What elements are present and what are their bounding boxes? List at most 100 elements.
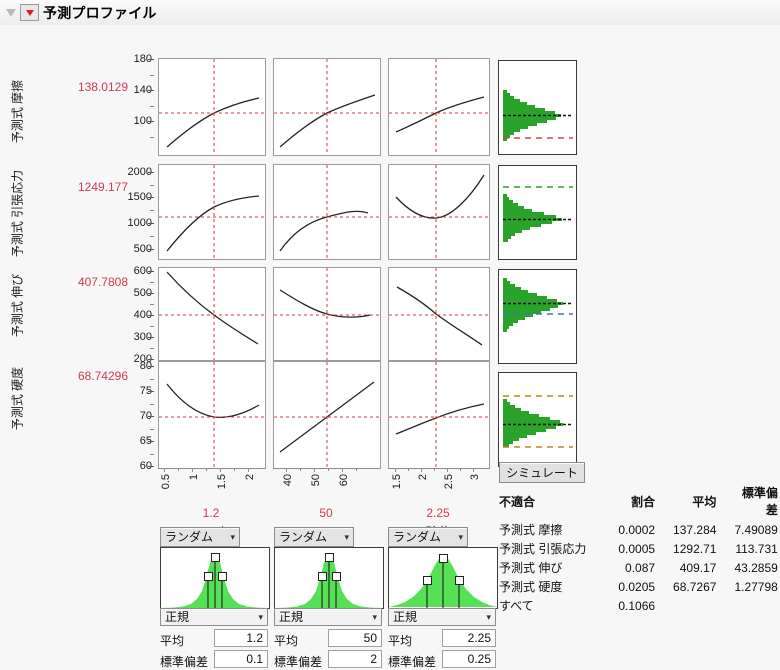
defect-sd-4: [716, 596, 777, 615]
y-tick-r2-4: 200: [133, 353, 152, 365]
x-tick-f2-3: 3: [469, 474, 481, 481]
factor-dist-select-0[interactable]: 正規 ▾: [160, 608, 268, 626]
profiler-cell-硬度-硫黄[interactable]: [388, 361, 490, 469]
y-tick-r1-2: 1000: [127, 217, 152, 229]
defect-mean-0: 137.284: [673, 522, 717, 537]
factor-mode-label-2: ランダム: [393, 529, 442, 544]
factor-distribution-plot-1[interactable]: [274, 547, 384, 609]
defect-name-3: 予測式 硬度: [499, 580, 563, 594]
y-tick-r2-1: 500: [133, 287, 152, 299]
profiler-panel: 予測式 摩擦 138.0129 予測式 引張応力 1249.177 予測式 伸び…: [0, 25, 780, 669]
y-tick-r3-2: 70: [139, 410, 152, 422]
factor-dist-select-2[interactable]: 正規 ▾: [388, 608, 496, 626]
factor-value-2[interactable]: 2.25: [426, 506, 450, 520]
simulation-histogram-硬度: [498, 372, 577, 467]
factor-sd-input-2[interactable]: 0.25: [442, 650, 496, 668]
factor-mode-select-1[interactable]: ランダム ▾: [274, 527, 354, 547]
factor-sd-input-1[interactable]: 2: [328, 650, 382, 668]
defect-sd-1: 113.731: [735, 541, 778, 556]
factor-distribution-plot-0[interactable]: [160, 547, 270, 609]
defect-rate-4: 0.1066: [618, 598, 656, 613]
table-row: 予測式 摩擦 0.0002 137.284 7.49089: [499, 520, 778, 539]
profiler-cell-摩擦-シラン[interactable]: [273, 58, 381, 156]
table-header-row: 不適合 割合 平均 標準偏差: [499, 483, 778, 520]
factor-sd-label-2: 標準偏差: [388, 655, 437, 669]
defects-table: 不適合 割合 平均 標準偏差 予測式 摩擦 0.0002 137.284 7.4…: [499, 483, 778, 615]
y-tick-r3-4: 60: [139, 460, 152, 472]
table-row: 予測式 伸び 0.087 409.17 43.2859: [499, 558, 778, 577]
factor-distribution-plot-2[interactable]: [388, 547, 498, 609]
chevron-down-icon: ▾: [458, 531, 463, 542]
profiler-cell-摩擦-硫黄[interactable]: [388, 58, 490, 156]
chevron-down-icon: ▾: [486, 611, 491, 622]
profiler-cell-硬度-シラン[interactable]: [273, 361, 381, 469]
x-tick-f0-1: 1: [188, 474, 200, 481]
dist-handle-mean-2[interactable]: [439, 554, 448, 563]
factor-mean-input-1[interactable]: 50: [328, 629, 382, 647]
dist-handle-lower-2[interactable]: [423, 576, 432, 585]
response-value-3[interactable]: 68.74296: [77, 369, 128, 383]
y-tick-r2-2: 400: [133, 309, 152, 321]
profiler-cell-摩擦-シリカ[interactable]: [158, 58, 266, 156]
dist-handle-mean-0[interactable]: [211, 553, 220, 562]
dist-handle-upper-0[interactable]: [218, 572, 227, 581]
y-tick-r2-0: 600: [133, 265, 152, 277]
disclosure-triangle-icon[interactable]: [6, 8, 16, 17]
red-triangle-menu-icon[interactable]: [20, 4, 39, 21]
profiler-cell-引張応力-シリカ[interactable]: [158, 164, 266, 260]
factor-sd-input-0[interactable]: 0.1: [214, 650, 268, 668]
response-value-0[interactable]: 138.0129: [77, 80, 128, 94]
defect-name-1: 予測式 引張応力: [499, 542, 587, 556]
response-label-0: 予測式 摩擦: [10, 79, 25, 144]
factor-dist-select-1[interactable]: 正規 ▾: [274, 608, 382, 626]
x-tick-f0-3: 2: [244, 474, 256, 481]
response-label-3: 予測式 硬度: [10, 366, 25, 431]
dist-handle-upper-2[interactable]: [455, 576, 464, 585]
x-tick-f0-0: 0.5: [160, 474, 172, 490]
defect-sd-0: 7.49089: [734, 522, 778, 537]
factor-mean-input-0[interactable]: 1.2: [214, 629, 268, 647]
response-value-2[interactable]: 407.7808: [77, 275, 128, 289]
y-tick-r3-1: 75: [139, 385, 152, 397]
simulate-button[interactable]: シミュレート: [499, 462, 585, 483]
factor-mode-select-0[interactable]: ランダム ▾: [160, 527, 240, 547]
window-title-bar: 予測プロファイル: [0, 0, 780, 26]
profiler-cell-伸び-シリカ[interactable]: [158, 267, 266, 361]
profiler-cell-伸び-硫黄[interactable]: [388, 267, 490, 361]
response-value-1[interactable]: 1249.177: [77, 180, 128, 194]
dist-handle-mean-1[interactable]: [325, 553, 334, 562]
factor-sd-label-1: 標準偏差: [274, 655, 323, 669]
profiler-cell-引張応力-シラン[interactable]: [273, 164, 381, 260]
x-tick-f1-2: 60: [338, 474, 350, 487]
dist-handle-lower-1[interactable]: [318, 572, 327, 581]
profiler-cell-硬度-シリカ[interactable]: [158, 361, 266, 469]
y-tick-r0-2: 100: [133, 115, 152, 127]
defect-sd-3: 1.27798: [734, 579, 778, 594]
defect-name-2: 予測式 伸び: [499, 561, 563, 575]
chevron-down-icon: ▾: [258, 611, 263, 622]
factor-mean-label-2: 平均: [388, 634, 413, 648]
factor-mode-select-2[interactable]: ランダム ▾: [388, 527, 468, 547]
factor-mean-input-2[interactable]: 2.25: [442, 629, 496, 647]
simulation-histogram-摩擦: [498, 60, 577, 155]
x-tick-f0-2: 1.5: [216, 474, 228, 490]
profiler-cell-引張応力-硫黄[interactable]: [388, 164, 490, 260]
col-header-2: 平均: [692, 494, 717, 509]
x-tick-f1-1: 50: [310, 474, 322, 487]
factor-mode-label-1: ランダム: [279, 529, 328, 544]
factor-value-0[interactable]: 1.2: [202, 506, 220, 520]
dist-handle-lower-0[interactable]: [204, 572, 213, 581]
factor-value-1[interactable]: 50: [319, 506, 333, 520]
chevron-down-icon: ▾: [372, 611, 377, 622]
defect-rate-2: 0.087: [625, 560, 656, 575]
defect-mean-2: 409.17: [679, 560, 717, 575]
dist-handle-upper-1[interactable]: [332, 572, 341, 581]
factor-dist-label-1: 正規: [279, 609, 304, 624]
y-tick-r0-1: 140: [133, 84, 152, 96]
x-tick-f2-1: 2: [417, 474, 429, 481]
defect-sd-2: 43.2859: [734, 560, 778, 575]
defect-name-0: 予測式 摩擦: [499, 523, 563, 537]
chevron-down-icon: ▾: [230, 531, 235, 542]
table-row: 予測式 硬度 0.0205 68.7267 1.27798: [499, 577, 778, 596]
profiler-cell-伸び-シラン[interactable]: [273, 267, 381, 361]
